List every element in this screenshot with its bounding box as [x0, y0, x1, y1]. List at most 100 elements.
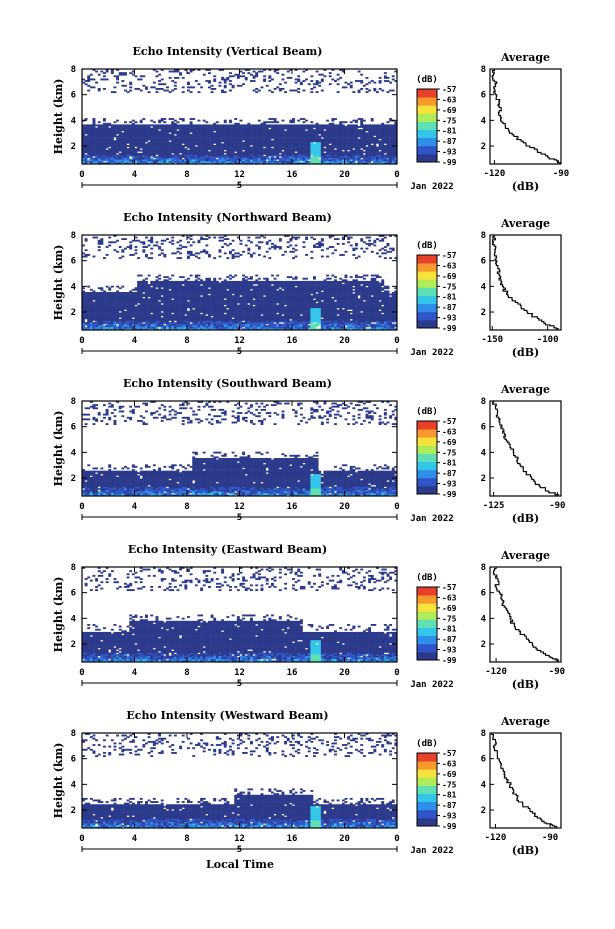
heatmap-cell: [139, 152, 143, 155]
heatmap-cell: [223, 140, 227, 143]
heatmap-cell: [276, 126, 280, 128]
heatmap-cell: [205, 124, 209, 127]
heatmap-cell: [129, 306, 133, 309]
heatmap-cell: [147, 326, 151, 329]
heatmap-cell: [121, 318, 125, 321]
heatmap-cell: [339, 160, 343, 163]
heatmap-cell: [129, 323, 133, 326]
heatmap-cell: [97, 121, 101, 124]
heatmap-cell: [173, 127, 177, 130]
heatmap-cell: [383, 127, 387, 130]
heatmap-cell: [389, 138, 393, 141]
heatmap-cell: [84, 323, 88, 326]
heatmap-cell: [160, 133, 164, 136]
heatmap-cell: [171, 80, 175, 82]
heatmap-cell: [142, 157, 146, 160]
heatmap-cell: [134, 252, 138, 255]
heatmap-cell: [394, 133, 398, 136]
heatmap-cell: [131, 132, 135, 135]
heatmap-cell: [376, 132, 379, 135]
heatmap-cell: [121, 323, 125, 326]
heatmap-cell: [200, 143, 204, 146]
heatmap-cell: [215, 138, 219, 141]
heatmap-cell: [89, 129, 93, 132]
heatmap-cell: [176, 149, 180, 152]
heatmap-cell: [189, 118, 193, 120]
heatmap-cell: [126, 91, 130, 94]
heatmap-cell: [389, 162, 393, 165]
heatmap-cell: [82, 149, 85, 152]
heatmap-cell: [95, 322, 99, 324]
heatmap-cell: [276, 154, 280, 157]
heatmap-cell: [126, 314, 130, 317]
heatmap-cell: [158, 320, 162, 323]
heatmap-cell: [92, 145, 96, 147]
heatmap-cell: [231, 146, 235, 149]
heatmap-cell: [139, 127, 143, 130]
heatmap-cell: [239, 154, 243, 157]
heatmap-cell: [116, 328, 120, 331]
heatmap-cell: [173, 149, 177, 152]
heatmap-cell: [252, 70, 256, 73]
heatmap-cell: [320, 89, 324, 92]
heatmap-cell: [160, 296, 164, 299]
heatmap-cell: [215, 146, 219, 149]
heatmap-cell: [113, 292, 117, 294]
heatmap-cell: [292, 124, 295, 127]
heatmap-cell: [218, 138, 222, 141]
heatmap-cell: [145, 254, 148, 256]
heatmap-cell: [179, 280, 183, 283]
heatmap-cell: [110, 157, 114, 160]
heatmap-cell: [197, 274, 201, 277]
heatmap-cell: [134, 320, 138, 323]
heatmap-cell: [145, 277, 148, 280]
heatmap-cell: [328, 159, 332, 162]
heatmap-cell: [234, 140, 238, 143]
heatmap-cell: [218, 137, 222, 139]
heatmap-cell: [302, 126, 306, 128]
heatmap-cell: [124, 247, 127, 250]
heatmap-cell: [263, 143, 267, 146]
heatmap-cell: [365, 129, 369, 132]
heatmap-cell: [124, 312, 127, 315]
heatmap-cell: [381, 138, 385, 141]
heatmap-cell: [362, 124, 366, 127]
heatmap-cell: [160, 143, 164, 146]
heatmap-cell: [263, 124, 267, 127]
heatmap-cell: [334, 130, 337, 133]
heatmap-cell: [160, 299, 164, 302]
heatmap-cell: [320, 157, 324, 160]
heatmap-cell: [229, 159, 232, 162]
heatmap-cell: [82, 303, 85, 305]
heatmap-cell: [197, 154, 201, 157]
heatmap-cell: [171, 280, 175, 283]
heatmap-cell: [192, 151, 196, 154]
heatmap-cell: [265, 140, 269, 143]
heatmap-cell: [208, 86, 211, 89]
heatmap-cell: [126, 246, 130, 248]
heatmap-cell: [152, 127, 156, 130]
heatmap-cell: [189, 145, 193, 147]
heatmap-cell: [252, 149, 256, 152]
heatmap-cell: [315, 135, 319, 138]
heatmap-cell: [92, 138, 96, 141]
heatmap-cell: [341, 127, 345, 130]
heatmap-cell: [302, 149, 306, 152]
heatmap-cell: [247, 72, 251, 75]
heatmap-cell: [244, 124, 248, 127]
heatmap-cell: [124, 124, 127, 127]
heatmap-cell: [236, 156, 240, 158]
heatmap-cell: [294, 69, 298, 71]
heatmap-cell: [110, 306, 114, 309]
heatmap-cell: [383, 135, 387, 138]
heatmap-cell: [150, 298, 154, 301]
heatmap-cell: [92, 143, 96, 146]
heatmap-cell: [142, 148, 146, 151]
heatmap-cell: [137, 301, 141, 304]
heatmap-cell: [160, 249, 164, 252]
heatmap-cell: [376, 135, 379, 138]
heatmap-cell: [142, 130, 146, 133]
heatmap-cell: [155, 311, 159, 313]
heatmap-cell: [252, 143, 256, 146]
heatmap-cell: [210, 124, 214, 127]
